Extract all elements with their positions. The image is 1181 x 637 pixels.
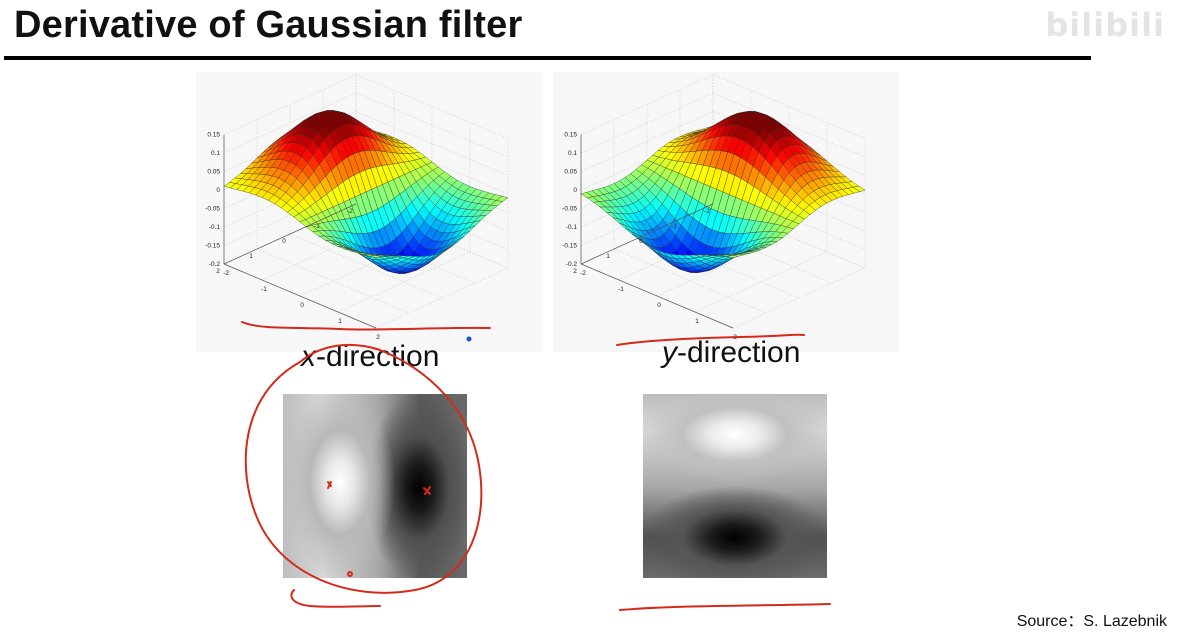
y-tick-label: 2 [216, 268, 220, 275]
x-tick-label: -2 [580, 270, 586, 277]
z-tick-label: 0.05 [564, 169, 577, 176]
slide-title: Derivative of Gaussian filter [14, 4, 523, 46]
z-tick-label: -0.15 [205, 243, 220, 250]
z-tick-label: -0.1 [209, 224, 221, 231]
y-tick-label: 1 [606, 253, 610, 260]
grid-line [223, 92, 357, 154]
y-tick-label: 2 [573, 268, 577, 275]
grid-line [375, 267, 509, 329]
axis-line [580, 263, 734, 329]
z-tick-label: -0.15 [562, 243, 577, 250]
z-tick-label: -0.05 [562, 206, 577, 213]
y-tick-label: 0 [639, 238, 643, 245]
underline-x-kernel [290, 589, 381, 608]
x-tick-label: -1 [261, 286, 267, 293]
y-direction-surface-plot: 0.15 0.1 0.05 0 -0.05 -0.1 -0.15 -0.2 2 1 0 -1 -2 -2 -… [553, 72, 899, 352]
grid-line [580, 111, 714, 172]
caption-text: -direction [677, 336, 801, 369]
y-tick-label: -2 [704, 208, 710, 215]
tick-labels: 0.150.10.050-0.05-0.1-0.15-0.2210-1-2-2-… [205, 132, 380, 342]
x-derivative-kernel-image [283, 394, 467, 578]
surface-patch [369, 255, 382, 258]
x-direction-surface-plot: 0.15 0.1 0.05 0 -0.05 -0.1 -0.15 -0.2 2 1 0 -1 -2 -2-… [196, 72, 542, 352]
surface-patch [726, 255, 739, 258]
grid-line [580, 74, 714, 135]
x-direction-caption: x-direction [301, 340, 439, 374]
caption-text: -direction [316, 340, 440, 373]
axis-line [580, 203, 714, 265]
x-tick-label: 0 [657, 302, 661, 309]
caption-variable: x [301, 340, 316, 373]
grid-line [732, 267, 866, 329]
bilibili-watermark: bilibili [1045, 6, 1165, 44]
z-tick-label: 0 [216, 187, 220, 194]
x-tick-label: 0 [300, 302, 304, 309]
z-tick-label: -0.2 [566, 261, 578, 268]
y-tick-label: -2 [347, 208, 353, 215]
title-underline [4, 56, 1091, 60]
y-tick-label: 1 [249, 253, 253, 260]
z-tick-label: -0.1 [566, 224, 578, 231]
grid-line [694, 251, 828, 313]
y-derivative-kernel-image [643, 394, 827, 578]
axis-line [223, 263, 377, 329]
z-tick-label: -0.05 [205, 206, 220, 213]
z-tick-label: 0.15 [564, 132, 577, 139]
grid-line [580, 92, 714, 154]
axis-lines [223, 134, 377, 329]
z-tick-label: -0.2 [209, 261, 221, 268]
y-tick-label: 0 [282, 238, 286, 245]
source-credit: Source：S. Lazebnik [1016, 613, 1167, 630]
grid-line [355, 92, 509, 158]
surface-mesh [223, 110, 509, 274]
x-tick-label: -1 [618, 286, 624, 293]
y-tick-label: -1 [314, 223, 320, 230]
axis-line [223, 203, 357, 265]
z-tick-label: 0.15 [207, 132, 220, 139]
z-tick-label: 0.05 [207, 169, 220, 176]
grid-line [337, 251, 471, 313]
underline-y-kernel [619, 603, 831, 611]
grid-line [712, 74, 866, 139]
axis-lines [580, 134, 734, 329]
x-tick-label: 2 [376, 334, 380, 341]
z-tick-label: 0.1 [211, 150, 220, 157]
grid-line [355, 111, 509, 176]
surface-mesh [580, 111, 866, 273]
z-tick-label: 0 [573, 187, 577, 194]
grid-line [223, 74, 357, 135]
x-tick-label: -2 [223, 270, 229, 277]
x-tick-label: 1 [695, 318, 699, 325]
y-tick-label: -1 [671, 223, 677, 230]
tick-labels: 0.15 0.1 0.05 0 -0.05 -0.1 -0.15 -0.22 1 0 -1 -2 -2 -… [562, 132, 737, 342]
grid-line [712, 92, 866, 158]
caption-variable: y [662, 336, 677, 369]
grid-line [355, 74, 509, 139]
y-direction-caption: y-direction [662, 336, 800, 370]
z-tick-label: 0.1 [568, 150, 577, 157]
x-tick-label: 1 [338, 318, 342, 325]
